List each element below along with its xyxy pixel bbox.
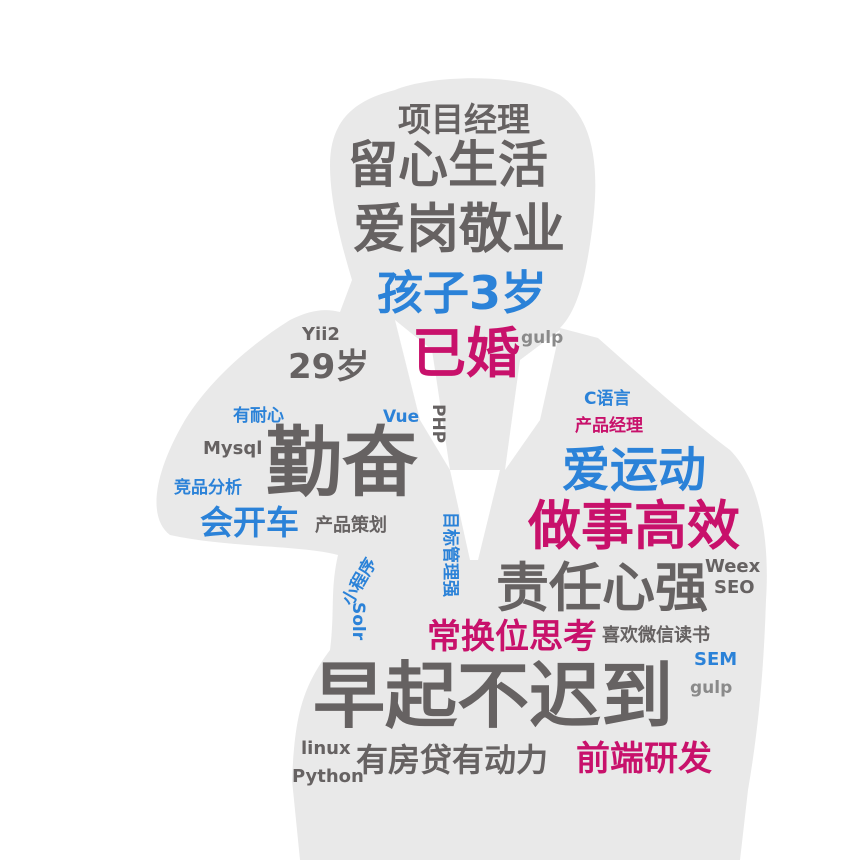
word-yihun: 已婚 — [412, 322, 520, 385]
word-qinfen: 勤奋 — [266, 418, 418, 507]
word-liuxin-shenghuo: 留心生活 — [348, 136, 548, 194]
silhouette-shape — [156, 78, 767, 860]
word-chanpin-jingli: 产品经理 — [575, 416, 643, 436]
word-youfangdai: 有房贷有动力 — [356, 741, 549, 779]
word-seo: SEO — [714, 577, 755, 598]
word-mysql: Mysql — [203, 438, 263, 459]
word-aigang-jingye: 爱岗敬业 — [353, 199, 565, 260]
word-linux: linux — [301, 738, 351, 759]
word-vue: Vue — [383, 407, 420, 427]
shirt-collar-left — [395, 320, 450, 470]
word-gulp-2: gulp — [690, 678, 733, 698]
word-hui-kaiche: 会开车 — [200, 503, 299, 542]
word-xiangmu-jingli: 项目经理 — [398, 100, 530, 139]
word-xihuan-weixin-dushu: 喜欢微信读书 — [602, 625, 710, 646]
word-yii2: Yii2 — [302, 324, 340, 345]
word-python: Python — [292, 766, 364, 787]
word-solr: Solr — [348, 602, 368, 641]
word-ai-yundong: 爱运动 — [562, 442, 707, 498]
word-jingpin-fenxi: 竞品分析 — [174, 478, 242, 498]
shirt-collar-right — [505, 330, 560, 470]
word-chanpin-cehua: 产品策划 — [315, 515, 387, 536]
word-weex: Weex — [705, 556, 761, 577]
tie-gap — [450, 470, 500, 560]
word-php: PHP — [428, 404, 448, 444]
word-zaoqi-buchidao: 早起不迟到 — [313, 654, 674, 738]
word-age-29: 29岁 — [288, 347, 370, 387]
word-zuoshi-gaoxiao: 做事高效 — [528, 496, 740, 557]
word-haizi-3sui: 孩子3岁 — [377, 266, 548, 320]
word-c-yuyan: C语言 — [584, 389, 631, 409]
word-sem: SEM — [694, 649, 738, 670]
word-you-naixin: 有耐心 — [233, 406, 284, 426]
word-gulp-1: gulp — [521, 328, 564, 348]
word-mubiao-guanli: 目标管理强 — [440, 512, 460, 597]
word-changhuan-weisikao: 常换位思考 — [427, 617, 597, 657]
word-qianduan-yanfa: 前端研发 — [576, 739, 712, 779]
word-zeren-xinqiang: 责任心强 — [496, 558, 708, 619]
